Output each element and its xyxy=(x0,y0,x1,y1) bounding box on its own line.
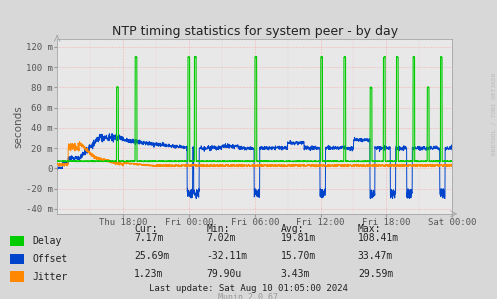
Text: 7.02m: 7.02m xyxy=(206,233,236,243)
Text: Delay: Delay xyxy=(32,236,62,246)
Text: 3.43m: 3.43m xyxy=(281,269,310,279)
Text: 108.41m: 108.41m xyxy=(358,233,399,243)
Text: 1.23m: 1.23m xyxy=(134,269,164,279)
Text: 33.47m: 33.47m xyxy=(358,251,393,261)
Title: NTP timing statistics for system peer - by day: NTP timing statistics for system peer - … xyxy=(112,25,398,38)
Text: 19.81m: 19.81m xyxy=(281,233,316,243)
Text: Last update: Sat Aug 10 01:05:00 2024: Last update: Sat Aug 10 01:05:00 2024 xyxy=(149,284,348,293)
Text: 15.70m: 15.70m xyxy=(281,251,316,261)
Text: Jitter: Jitter xyxy=(32,271,68,282)
Text: RRDTOOL / TOBI OETIKER: RRDTOOL / TOBI OETIKER xyxy=(491,72,496,155)
Text: Offset: Offset xyxy=(32,254,68,264)
Text: Max:: Max: xyxy=(358,224,381,234)
Text: 79.90u: 79.90u xyxy=(206,269,242,279)
Text: 7.17m: 7.17m xyxy=(134,233,164,243)
Y-axis label: seconds: seconds xyxy=(13,105,23,148)
Text: Cur:: Cur: xyxy=(134,224,158,234)
Text: Avg:: Avg: xyxy=(281,224,304,234)
Text: Munin 2.0.67: Munin 2.0.67 xyxy=(219,294,278,299)
Text: -32.11m: -32.11m xyxy=(206,251,248,261)
Text: 29.59m: 29.59m xyxy=(358,269,393,279)
Text: 25.69m: 25.69m xyxy=(134,251,169,261)
Text: Min:: Min: xyxy=(206,224,230,234)
